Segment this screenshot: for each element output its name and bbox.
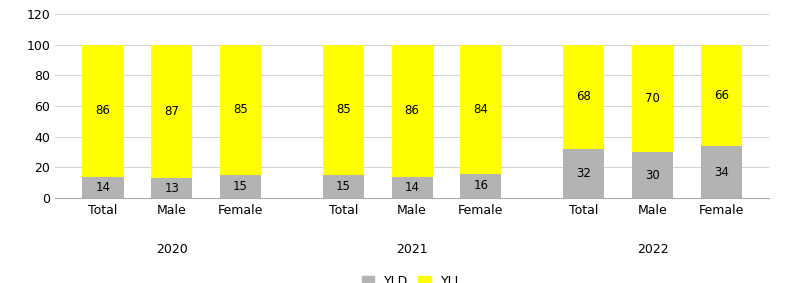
Legend: YLD, YLL: YLD, YLL — [356, 270, 468, 283]
Bar — [151, 45, 192, 178]
Bar — [323, 175, 364, 198]
Text: 13: 13 — [164, 182, 179, 195]
Text: 32: 32 — [576, 167, 591, 180]
Text: 86: 86 — [405, 104, 419, 117]
Text: 14: 14 — [96, 181, 111, 194]
Bar — [460, 173, 502, 198]
Text: 15: 15 — [233, 180, 248, 193]
Text: 2021: 2021 — [396, 243, 428, 256]
Bar — [151, 178, 192, 198]
Text: 85: 85 — [233, 104, 248, 117]
Text: 86: 86 — [96, 104, 111, 117]
Text: 34: 34 — [714, 166, 728, 179]
Bar — [700, 45, 742, 146]
Text: 85: 85 — [336, 104, 351, 117]
Bar — [632, 152, 674, 198]
Bar — [632, 45, 674, 152]
Bar — [563, 45, 604, 149]
Text: 84: 84 — [473, 103, 488, 116]
Text: 66: 66 — [714, 89, 728, 102]
Bar — [700, 146, 742, 198]
Text: 2022: 2022 — [637, 243, 668, 256]
Bar — [220, 175, 261, 198]
Bar — [392, 45, 433, 177]
Text: 16: 16 — [473, 179, 488, 192]
Bar — [220, 45, 261, 175]
Bar — [82, 45, 123, 177]
Text: 30: 30 — [645, 169, 660, 182]
Text: 2020: 2020 — [156, 243, 188, 256]
Bar — [82, 177, 123, 198]
Text: 15: 15 — [336, 180, 351, 193]
Bar — [563, 149, 604, 198]
Text: 87: 87 — [164, 105, 179, 118]
Bar — [392, 177, 433, 198]
Bar — [460, 45, 502, 173]
Bar — [323, 45, 364, 175]
Text: 14: 14 — [404, 181, 420, 194]
Text: 68: 68 — [576, 91, 591, 103]
Text: 70: 70 — [645, 92, 660, 105]
